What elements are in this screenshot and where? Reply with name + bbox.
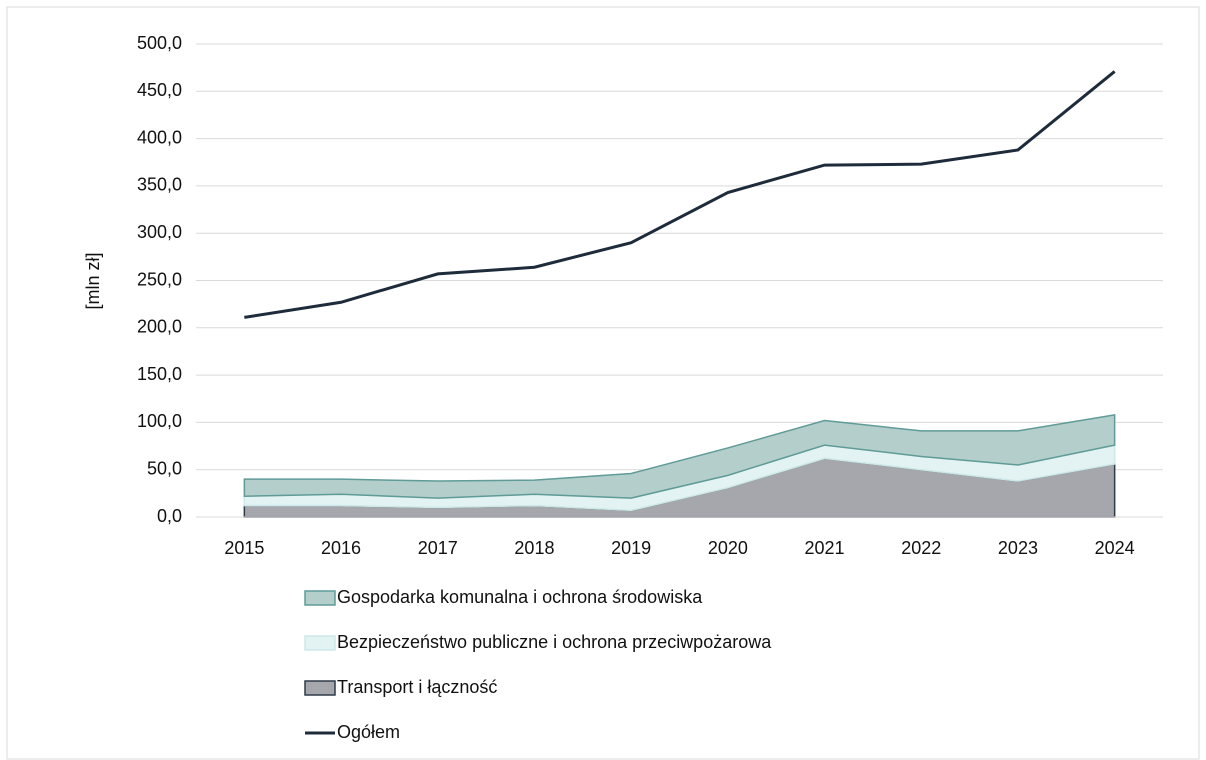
y-tick-label: 250,0: [137, 269, 182, 289]
x-tick-label: 2024: [1095, 538, 1135, 558]
legend-label: Transport i łączność: [337, 677, 497, 697]
legend-swatch: [304, 590, 336, 606]
line: [244, 70, 1116, 319]
legend-swatch: [304, 680, 336, 696]
y-tick-label: 400,0: [137, 127, 182, 147]
chart-frame: [6, 6, 1200, 760]
legend-swatch: [304, 635, 336, 651]
legend-label: Bezpieczeństwo publiczne i ochrona przec…: [337, 632, 772, 652]
x-tick-label: 2019: [611, 538, 651, 558]
x-tick-label: 2015: [224, 538, 264, 558]
y-tick-label: 300,0: [137, 222, 182, 242]
y-axis-label: [mln zł]: [83, 252, 103, 309]
y-tick-label: 350,0: [137, 175, 182, 195]
x-tick-label: 2016: [321, 538, 361, 558]
legend-label: Ogółem: [337, 722, 400, 742]
y-tick-label: 150,0: [137, 364, 182, 384]
y-tick-label: 500,0: [137, 33, 182, 53]
area: [243, 413, 1116, 499]
x-tick-label: 2022: [901, 538, 941, 558]
x-tick-label: 2023: [998, 538, 1038, 558]
x-tick-label: 2020: [708, 538, 748, 558]
y-tick-label: 200,0: [137, 317, 182, 337]
x-tick-label: 2021: [805, 538, 845, 558]
y-tick-label: 450,0: [137, 80, 182, 100]
y-tick-label: 0,0: [157, 506, 182, 526]
x-tick-label: 2017: [418, 538, 458, 558]
y-tick-label: 50,0: [147, 458, 182, 478]
legend-label: Gospodarka komunalna i ochrona środowisk…: [337, 587, 703, 607]
x-tick-label: 2018: [514, 538, 554, 558]
y-tick-label: 100,0: [137, 411, 182, 431]
